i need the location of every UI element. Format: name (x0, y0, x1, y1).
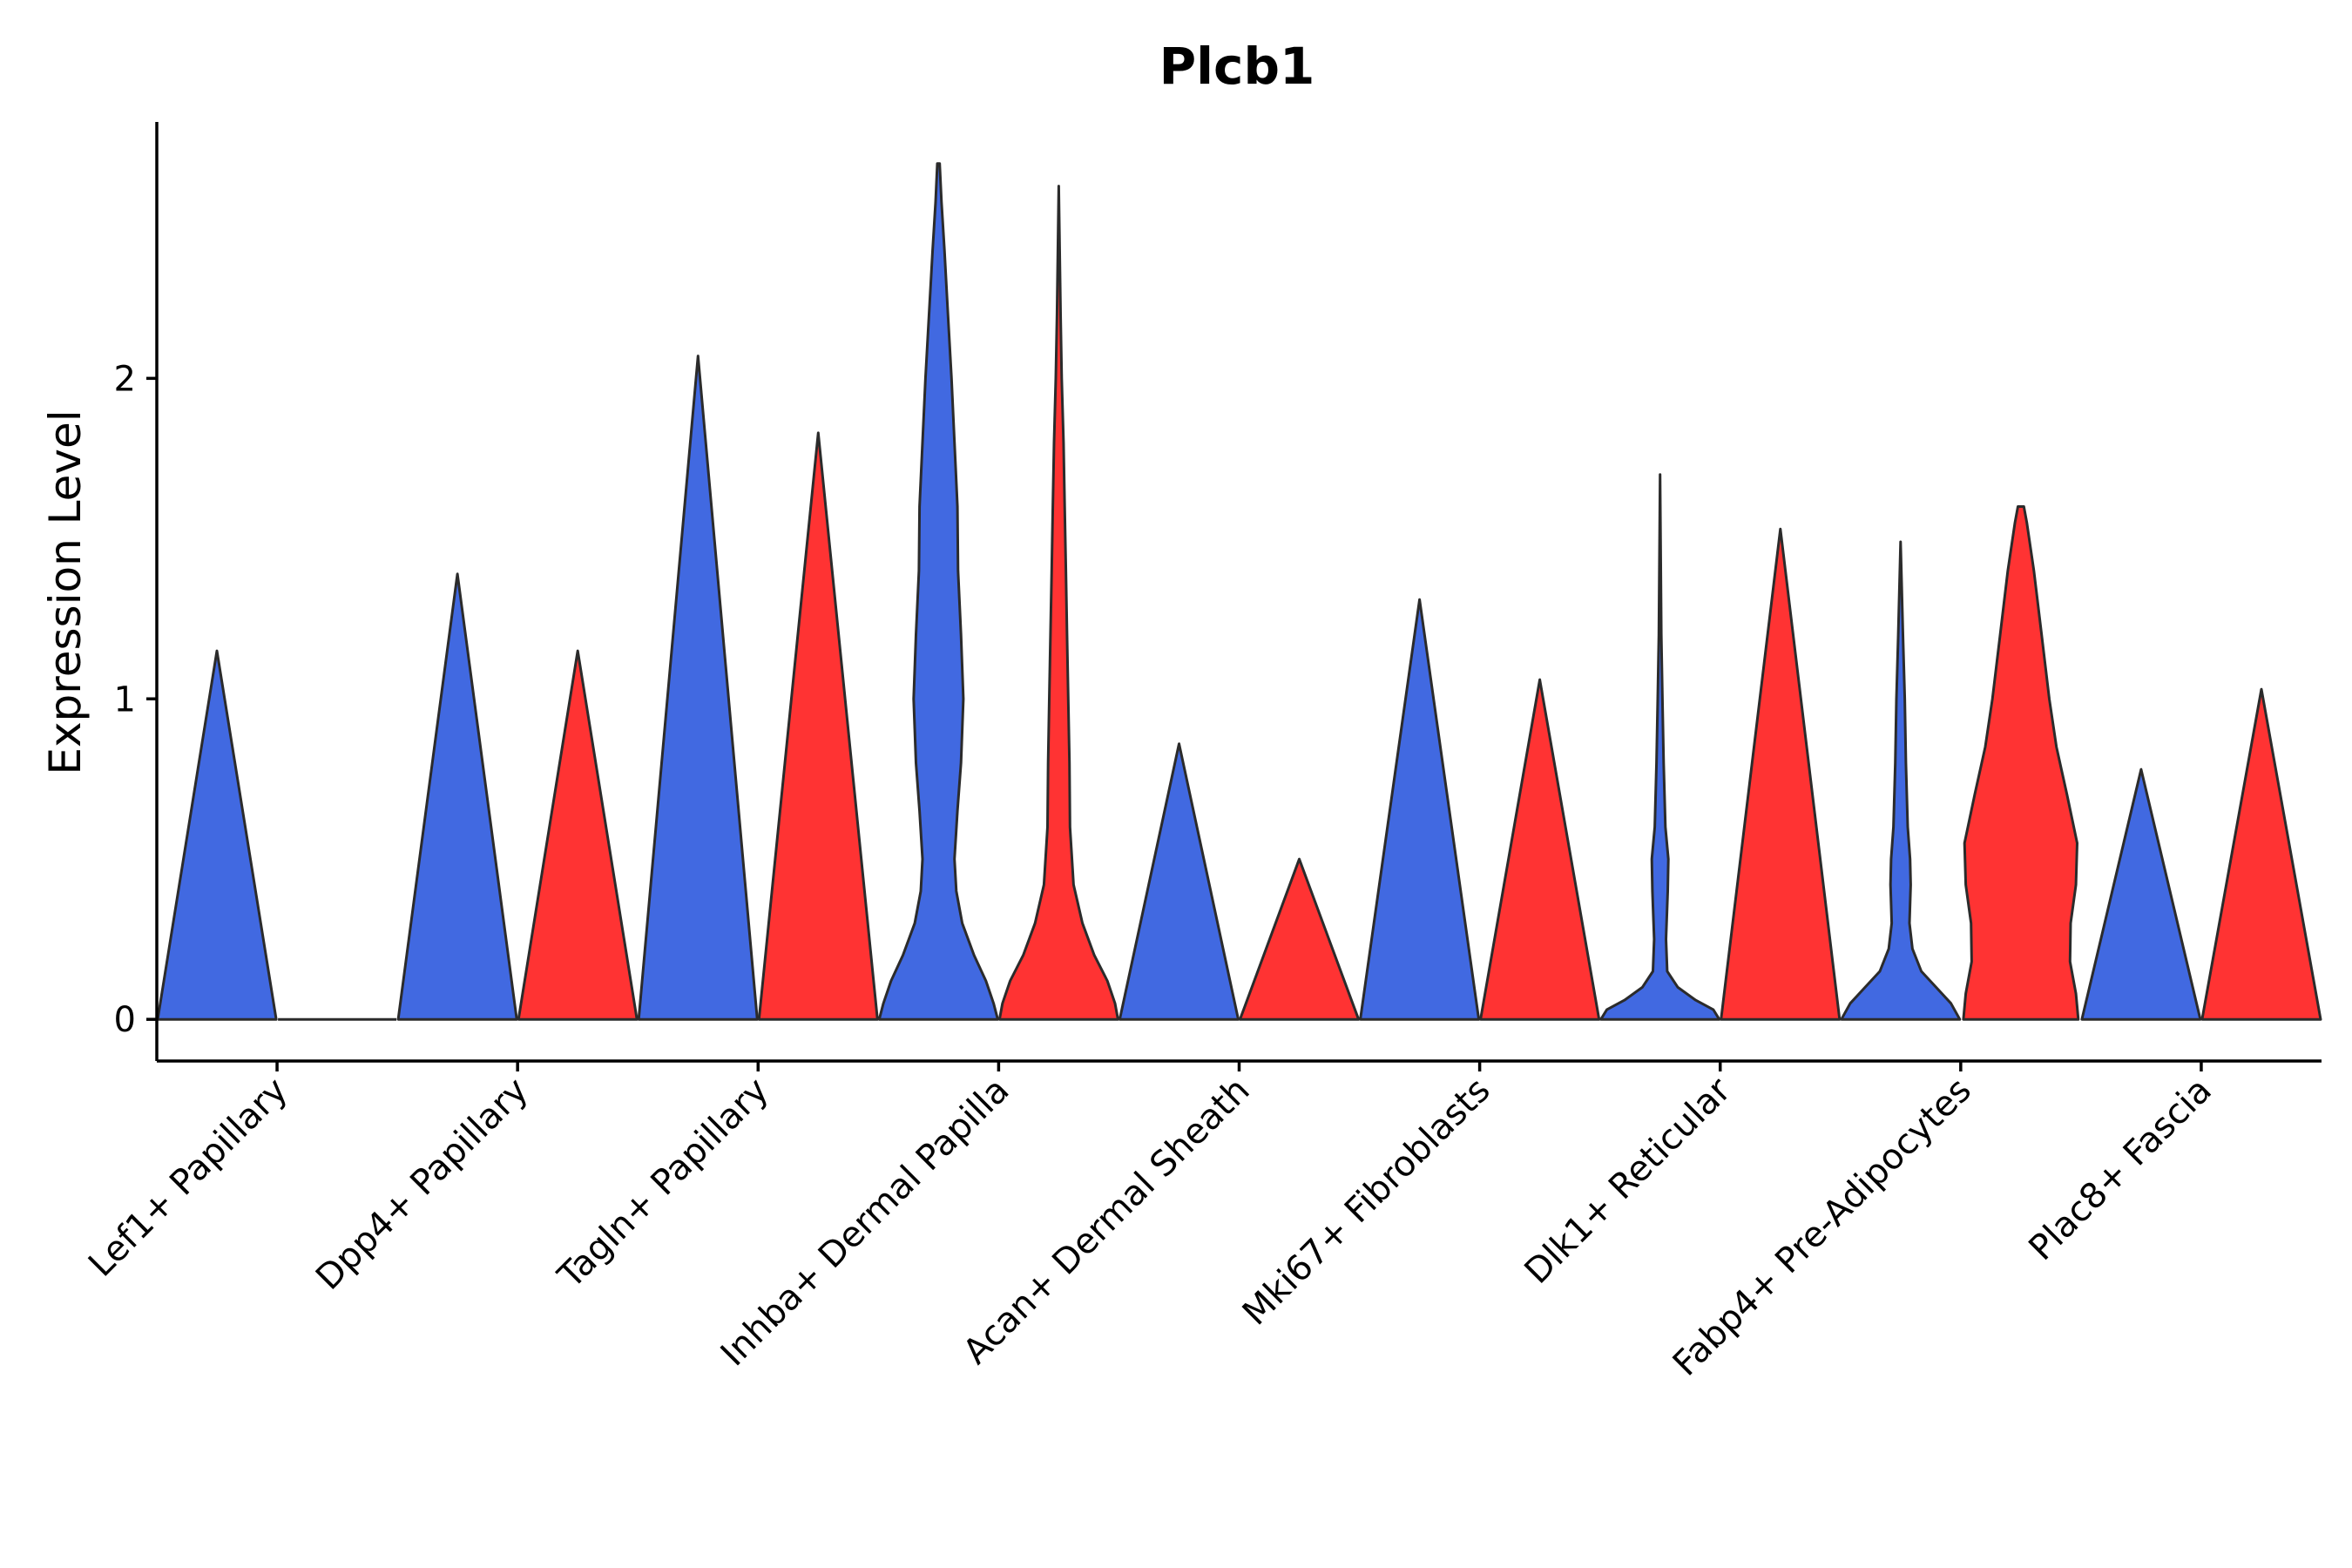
violin-13 (1599, 473, 1721, 1021)
y-tick-label: 0 (114, 1000, 136, 1040)
violin-7 (877, 162, 999, 1021)
x-tick-label: Dlk1+ Reticular (1517, 1070, 1740, 1292)
violin-8 (997, 185, 1119, 1021)
chart-title: Plcb1 (1159, 37, 1315, 96)
violin-12 (1479, 678, 1601, 1021)
violin-6 (757, 431, 879, 1021)
x-tick-label: Tagln+ Papillary (550, 1071, 776, 1297)
violin-5 (637, 355, 759, 1021)
violin-18 (2200, 687, 2322, 1021)
x-tick-label: Acan+ Dermal Sheath (956, 1071, 1258, 1373)
violin-11 (1359, 598, 1481, 1021)
violin-15 (1840, 540, 1962, 1021)
violin-3 (396, 572, 518, 1021)
violins-layer (156, 162, 2322, 1021)
x-tick-label: Plac8+ Fascia (2021, 1071, 2220, 1269)
x-tick-label: Mki67+ Fibroblasts (1235, 1071, 1498, 1334)
violin-17 (2080, 767, 2202, 1021)
x-tick-label: Lef1+ Papillary (81, 1071, 295, 1285)
violin-4 (517, 649, 639, 1021)
violin-9 (1118, 742, 1240, 1021)
violin-16 (1962, 505, 2080, 1021)
violin-14 (1720, 527, 1842, 1021)
x-tick-label: Dpp4+ Papillary (308, 1071, 536, 1298)
violin-10 (1239, 857, 1361, 1021)
y-tick-label: 1 (114, 679, 136, 720)
y-tick-label: 2 (114, 359, 136, 399)
y-axis-label: Expression Level (40, 409, 91, 774)
violin-1 (156, 649, 278, 1021)
